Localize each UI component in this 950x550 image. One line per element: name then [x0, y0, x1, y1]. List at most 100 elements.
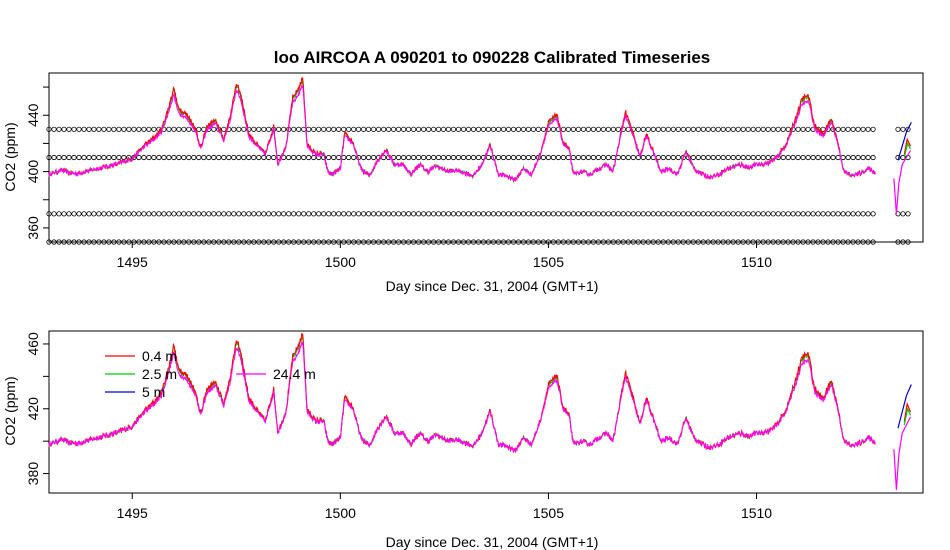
calibration-marker	[216, 154, 222, 161]
calibration-marker	[311, 126, 317, 132]
calibration-marker	[650, 211, 656, 217]
calibration-marker	[445, 239, 452, 245]
calibration-marker	[266, 211, 272, 217]
calibration-marker	[256, 239, 262, 245]
legend-label: 0.4 m	[142, 348, 177, 364]
calibration-marker	[440, 154, 447, 161]
calibration-marker	[106, 211, 112, 217]
calibration-marker	[331, 211, 337, 217]
calibration-marker	[395, 211, 402, 217]
calibration-marker	[71, 211, 77, 217]
calibration-marker	[365, 239, 372, 245]
calibration-marker	[331, 239, 337, 245]
calibration-marker	[475, 239, 482, 245]
calibration-marker	[850, 239, 856, 245]
calibration-marker	[790, 239, 796, 245]
calibration-marker	[545, 154, 552, 161]
calibration-marker	[590, 239, 597, 245]
calibration-marker	[525, 239, 532, 245]
calibration-marker	[96, 154, 102, 161]
y-tick-label: 420	[25, 397, 41, 421]
calibration-marker	[410, 239, 417, 245]
calibration-marker	[86, 126, 92, 132]
calibration-marker	[830, 154, 836, 161]
y-tick-label: 380	[25, 462, 41, 486]
calibration-marker	[291, 211, 297, 217]
calibration-marker	[630, 154, 636, 161]
calibration-marker	[690, 239, 696, 245]
calibration-marker	[351, 154, 357, 161]
calibration-marker	[460, 126, 467, 132]
calibration-marker	[405, 211, 412, 217]
y-axis-label: CO2 (ppm)	[2, 376, 18, 445]
calibration-marker	[905, 126, 911, 132]
calibration-marker	[450, 211, 457, 217]
calibration-marker	[475, 154, 482, 161]
calibration-marker	[455, 239, 462, 245]
calibration-marker	[181, 239, 187, 245]
calibration-marker	[775, 126, 781, 132]
calibration-marker	[635, 239, 641, 245]
calibration-marker	[825, 239, 831, 245]
calibration-marker	[291, 154, 297, 161]
calibration-marker	[645, 154, 651, 161]
legend-label: 5 m	[142, 384, 165, 400]
calibration-marker	[216, 211, 222, 217]
calibration-marker	[760, 239, 766, 245]
series-tail-5-m	[897, 384, 912, 429]
y-axis: 380 420 460	[25, 332, 49, 485]
calibration-marker	[730, 126, 736, 132]
calibration-marker	[126, 126, 132, 132]
calibration-marker	[805, 154, 811, 161]
calibration-marker	[570, 211, 577, 217]
calibration-marker	[326, 239, 332, 245]
calibration-marker	[610, 211, 617, 217]
calibration-row	[46, 154, 911, 161]
calibration-marker	[670, 211, 676, 217]
calibration-marker	[520, 154, 527, 161]
calibration-marker	[785, 239, 791, 245]
calibration-marker	[186, 126, 192, 132]
calibration-marker	[845, 154, 851, 161]
calibration-marker	[695, 211, 701, 217]
calibration-row	[46, 126, 911, 132]
calibration-marker	[46, 126, 52, 132]
calibration-marker	[770, 126, 776, 132]
calibration-marker	[590, 211, 597, 217]
calibration-marker	[490, 126, 497, 132]
calibration-marker	[610, 126, 617, 132]
calibration-marker	[395, 126, 402, 132]
calibration-marker	[405, 239, 412, 245]
calibration-marker	[745, 154, 751, 161]
calibration-marker	[775, 211, 781, 217]
calibration-marker	[191, 154, 197, 161]
calibration-marker	[455, 126, 462, 132]
calibration-marker	[515, 154, 522, 161]
calibration-marker	[590, 154, 597, 161]
chart-panel-bottom: 1495 1500 1505 1510 380 420 460 0.4 m 2.5 m 5 m…	[2, 330, 924, 550]
calibration-marker	[505, 126, 512, 132]
calibration-marker	[96, 126, 102, 132]
calibration-marker	[490, 211, 497, 217]
calibration-marker	[311, 239, 317, 245]
calibration-marker	[261, 239, 267, 245]
calibration-marker	[101, 239, 107, 245]
calibration-marker	[136, 154, 142, 161]
calibration-marker	[740, 154, 746, 161]
calibration-marker	[425, 211, 432, 217]
calibration-marker	[116, 126, 122, 132]
calibration-marker	[610, 239, 617, 245]
calibration-marker	[415, 126, 422, 132]
x-tick-label: 1495	[117, 254, 148, 270]
calibration-marker	[331, 154, 337, 161]
calibration-marker	[106, 239, 112, 245]
calibration-marker	[580, 126, 587, 132]
calibration-marker	[46, 211, 52, 217]
calibration-marker	[610, 154, 617, 161]
calibration-marker	[276, 126, 282, 132]
calibration-marker	[795, 211, 801, 217]
calibration-marker	[271, 239, 277, 245]
calibration-marker	[525, 211, 532, 217]
calibration-marker	[545, 211, 552, 217]
calibration-marker	[580, 154, 587, 161]
